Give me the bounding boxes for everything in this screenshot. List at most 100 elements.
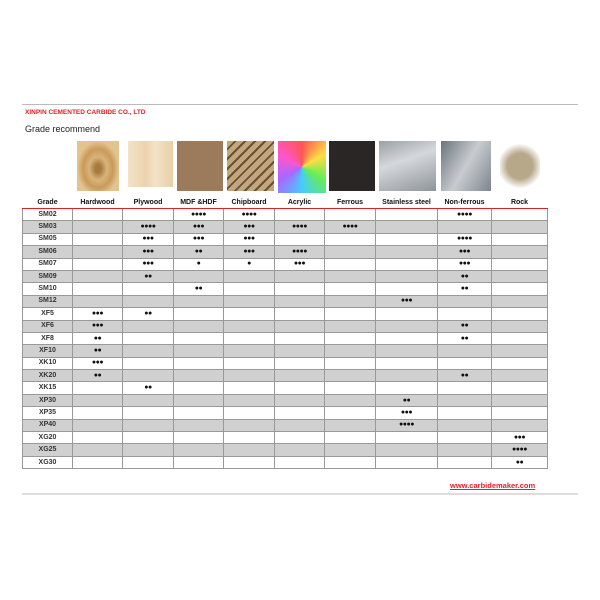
rating-cell bbox=[274, 393, 325, 408]
rating-cell bbox=[375, 269, 438, 284]
column-header: Non-ferrous bbox=[437, 196, 492, 209]
rating-cell bbox=[223, 406, 275, 420]
rock-image bbox=[500, 141, 540, 191]
grade-cell: XG20 bbox=[22, 431, 73, 445]
rating-cell bbox=[274, 356, 325, 371]
rating-cell bbox=[72, 431, 123, 445]
table-row: XP30 ●● bbox=[22, 393, 548, 408]
rating-cell bbox=[72, 406, 123, 420]
rating-cell bbox=[324, 431, 376, 445]
rating-cell bbox=[122, 443, 174, 457]
hardwood-image bbox=[77, 141, 119, 191]
rating-cell: ●● bbox=[437, 269, 492, 284]
rating-cell: ●●● bbox=[173, 232, 224, 247]
grade-cell: SM12 bbox=[22, 294, 73, 309]
rating-cell bbox=[72, 220, 123, 234]
grade-cell: XF6 bbox=[22, 319, 73, 333]
rating-cell bbox=[223, 418, 275, 433]
rating-cell bbox=[72, 443, 123, 457]
rating-cell bbox=[122, 406, 174, 420]
column-header: Ferrous bbox=[324, 196, 376, 209]
rating-cell bbox=[324, 207, 376, 222]
rating-cell bbox=[173, 406, 224, 420]
table-row: XK15 ●● bbox=[22, 381, 548, 395]
rating-cell bbox=[122, 319, 174, 333]
table-row: XG25 ●●●● bbox=[22, 443, 548, 457]
rating-cell bbox=[437, 406, 492, 420]
rating-cell bbox=[173, 269, 224, 284]
rating-cell bbox=[375, 455, 438, 470]
rating-cell bbox=[122, 356, 174, 371]
rating-cell: ●● bbox=[437, 331, 492, 346]
grade-cell: XG30 bbox=[22, 455, 73, 470]
table-row: SM07 ●●● ● ● ●●● ●●● bbox=[22, 257, 548, 271]
table-row: XP40 ●●●● bbox=[22, 418, 548, 433]
website-link[interactable]: www.carbidemaker.com bbox=[450, 481, 536, 490]
rating-cell bbox=[274, 207, 325, 222]
rating-cell bbox=[173, 319, 224, 333]
grade-cell: XK20 bbox=[22, 369, 73, 383]
rating-cell bbox=[437, 356, 492, 371]
rating-cell: ●●● bbox=[375, 406, 438, 420]
rating-cell bbox=[375, 232, 438, 247]
column-header: Chipboard bbox=[223, 196, 275, 209]
rating-cell bbox=[274, 406, 325, 420]
rating-cell bbox=[437, 455, 492, 470]
rating-cell bbox=[72, 393, 123, 408]
rating-cell bbox=[491, 207, 548, 222]
rating-cell bbox=[437, 393, 492, 408]
table-row: XK10 ●●● bbox=[22, 356, 548, 371]
rating-cell bbox=[437, 431, 492, 445]
table-row: XF10 ●● bbox=[22, 344, 548, 358]
rating-cell bbox=[437, 220, 492, 234]
rating-cell bbox=[491, 232, 548, 247]
grade-cell: XP35 bbox=[22, 406, 73, 420]
grade-cell: SM05 bbox=[22, 232, 73, 247]
rating-cell bbox=[173, 443, 224, 457]
grade-cell: SM07 bbox=[22, 257, 73, 271]
table-row: SM02 ●●●● ●●●● ●●●● bbox=[22, 207, 548, 222]
rating-cell: ●●●● bbox=[274, 245, 325, 259]
rating-cell bbox=[223, 282, 275, 296]
table-row: SM03 ●●●● ●●● ●●● ●●●● ●●●● bbox=[22, 220, 548, 234]
table-row: XG20 ●●● bbox=[22, 431, 548, 445]
rating-cell: ●●●● bbox=[223, 207, 275, 222]
mdf-image bbox=[177, 141, 223, 191]
rating-cell bbox=[375, 431, 438, 445]
rating-cell bbox=[375, 307, 438, 321]
table-row: XG30 ●● bbox=[22, 455, 548, 470]
rating-cell bbox=[72, 245, 123, 259]
rating-cell bbox=[72, 294, 123, 309]
rating-cell bbox=[324, 319, 376, 333]
rating-cell bbox=[375, 207, 438, 222]
non-ferrous-image bbox=[441, 141, 491, 191]
rating-cell: ●● bbox=[122, 307, 174, 321]
rating-cell: ●● bbox=[72, 344, 123, 358]
rating-cell bbox=[375, 356, 438, 371]
rating-cell bbox=[274, 369, 325, 383]
rating-cell bbox=[375, 331, 438, 346]
rating-cell bbox=[324, 443, 376, 457]
rating-cell: ●●●● bbox=[437, 207, 492, 222]
bottom-divider bbox=[22, 493, 578, 495]
rating-cell: ●● bbox=[72, 331, 123, 346]
rating-cell bbox=[72, 232, 123, 247]
rating-cell bbox=[437, 307, 492, 321]
rating-cell: ●●● bbox=[491, 431, 548, 445]
grade-cell: XP40 bbox=[22, 418, 73, 433]
rating-cell bbox=[491, 331, 548, 346]
rating-cell: ●●●● bbox=[324, 220, 376, 234]
rating-cell: ●●●● bbox=[173, 207, 224, 222]
rating-cell bbox=[173, 393, 224, 408]
rating-cell bbox=[437, 381, 492, 395]
rating-cell: ●● bbox=[173, 282, 224, 296]
rating-cell: ●●● bbox=[72, 307, 123, 321]
rating-cell bbox=[324, 282, 376, 296]
rating-cell bbox=[122, 282, 174, 296]
table-row: XP35 ●●● bbox=[22, 406, 548, 420]
rating-cell bbox=[274, 307, 325, 321]
rating-cell: ●● bbox=[72, 369, 123, 383]
rating-cell bbox=[491, 418, 548, 433]
column-header: Hardwood bbox=[72, 196, 123, 209]
rating-cell: ●●● bbox=[223, 220, 275, 234]
